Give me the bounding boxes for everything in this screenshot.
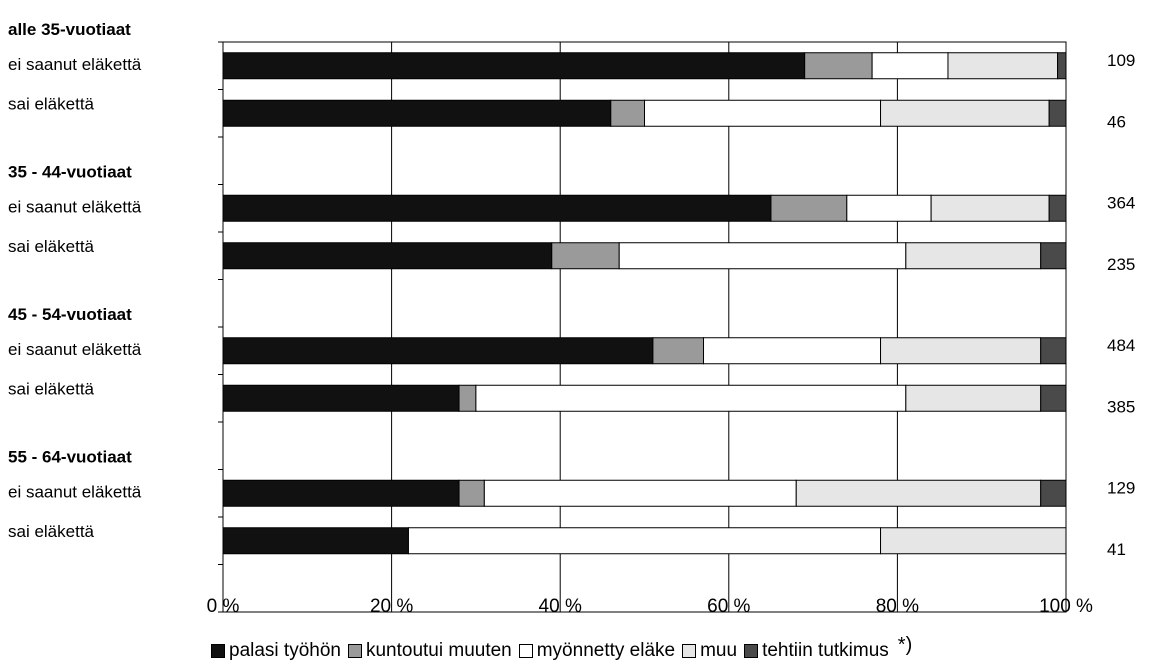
bar-label: ei saanut eläkettä — [8, 55, 142, 74]
legend-item: muu — [682, 640, 737, 662]
bar-segment-tehtiin-tutkimus — [1040, 242, 1067, 270]
bar-label: sai eläkettä — [8, 379, 95, 398]
bar-segment-myönnetty-eläke — [846, 194, 932, 222]
x-tick-label: 20 % — [370, 596, 413, 617]
legend-label: palasi työhön — [229, 640, 341, 661]
stacked-bar-chart: alle 35-vuotiaat ei saanut eläkettä sai el… — [8, 20, 1135, 617]
legend-item: myönnetty eläke — [518, 640, 676, 662]
gridlines — [222, 42, 1067, 612]
bar-segment-muu — [880, 99, 1050, 127]
bar-segment-myönnetty-eläke — [644, 99, 882, 127]
legend-label: kuntoutui muuten — [365, 640, 512, 661]
count-labels: 109 46 364 235 484 385 129 41 — [1107, 51, 1135, 559]
bar-segment-palasi-työhön — [222, 337, 654, 365]
count-label: 46 — [1107, 112, 1126, 131]
legend-label: muu — [700, 640, 738, 661]
bar-segment-myönnetty-eläke — [475, 384, 907, 412]
bar-segment-palasi-työhön — [222, 194, 772, 222]
x-tick-label: 0 % — [207, 596, 240, 617]
group-label: 45 - 54-vuotiaat — [8, 305, 132, 324]
plot-area-frame — [222, 41, 1067, 613]
legend-label: myönnetty eläke — [536, 640, 676, 661]
legend-swatch — [518, 644, 533, 658]
bar-segment-palasi-työhön — [222, 99, 612, 127]
count-label: 109 — [1107, 51, 1135, 70]
bars — [222, 52, 1067, 555]
bar-segment-kuntoutui-muuten — [652, 337, 705, 365]
bar-segment-myönnetty-eläke — [618, 242, 907, 270]
legend-swatch — [347, 644, 362, 658]
bar-label: ei saanut eläkettä — [8, 197, 142, 216]
legend-swatch — [211, 644, 225, 658]
legend-item: tehtiin tutkimus — [744, 640, 889, 662]
bar-segment-palasi-työhön — [222, 527, 409, 555]
bar-segment-palasi-työhön — [222, 242, 553, 270]
bar-segment-muu — [880, 337, 1042, 365]
bar-segment-myönnetty-eläke — [483, 479, 797, 507]
bar-segment-tehtiin-tutkimus — [1048, 99, 1067, 127]
bar-segment-kuntoutui-muuten — [551, 242, 620, 270]
x-tick-label: 40 % — [539, 596, 582, 617]
bar-segment-muu — [795, 479, 1042, 507]
bar-segment-myönnetty-eläke — [407, 527, 882, 555]
bar-segment-kuntoutui-muuten — [458, 384, 477, 412]
bar-segment-myönnetty-eläke — [871, 52, 949, 80]
group-label: 35 - 44-vuotiaat — [8, 163, 132, 182]
footnote-marker: *) — [897, 633, 913, 656]
bar-segment-muu — [880, 527, 1067, 555]
bar-segment-kuntoutui-muuten — [458, 479, 485, 507]
legend-swatch — [682, 644, 697, 658]
legend-item: palasi työhön — [211, 640, 341, 662]
legend-swatch — [744, 644, 759, 658]
category-labels: alle 35-vuotiaat ei saanut eläkettä sai el… — [8, 20, 142, 541]
count-label: 41 — [1107, 540, 1126, 559]
x-tick-label: 80 % — [876, 596, 919, 617]
bar-label: sai eläkettä — [8, 522, 95, 541]
count-label: 484 — [1107, 336, 1135, 355]
bar-segment-tehtiin-tutkimus — [1040, 384, 1067, 412]
count-label: 129 — [1107, 478, 1135, 497]
bar-label: ei saanut eläkettä — [8, 340, 142, 359]
legend-item: kuntoutui muuten — [347, 640, 512, 662]
bar-segment-kuntoutui-muuten — [610, 99, 646, 127]
bar-segment-muu — [947, 52, 1059, 80]
x-tick-label: 60 % — [707, 596, 750, 617]
bar-segment-palasi-työhön — [222, 384, 460, 412]
x-axis-ticks: 0 % 20 % 40 % 60 % 80 % 100 % — [207, 41, 1093, 617]
x-tick-label: 100 % — [1039, 596, 1093, 617]
legend: palasi työhön kuntoutui muuten myönnetty e… — [211, 633, 913, 666]
bar-segment-muu — [905, 242, 1042, 270]
bar-segment-tehtiin-tutkimus — [1057, 52, 1067, 80]
bar-segment-tehtiin-tutkimus — [1040, 479, 1067, 507]
count-label: 385 — [1107, 397, 1135, 416]
bar-segment-tehtiin-tutkimus — [1040, 337, 1067, 365]
bar-segment-kuntoutui-muuten — [804, 52, 873, 80]
legend-label: tehtiin tutkimus — [762, 640, 889, 661]
bar-segment-palasi-työhön — [222, 479, 460, 507]
group-label: 55 - 64-vuotiaat — [8, 448, 132, 467]
group-label: alle 35-vuotiaat — [8, 20, 131, 39]
count-label: 364 — [1107, 193, 1135, 212]
bar-segment-kuntoutui-muuten — [770, 194, 848, 222]
bar-segment-muu — [930, 194, 1050, 222]
bar-segment-palasi-työhön — [222, 52, 806, 80]
bar-segment-muu — [905, 384, 1042, 412]
count-label: 235 — [1107, 255, 1135, 274]
bar-label: sai eläkettä — [8, 237, 95, 256]
bar-label: sai eläkettä — [8, 94, 95, 113]
bar-label: ei saanut eläkettä — [8, 482, 142, 501]
bar-segment-myönnetty-eläke — [703, 337, 882, 365]
bar-segment-tehtiin-tutkimus — [1048, 194, 1067, 222]
